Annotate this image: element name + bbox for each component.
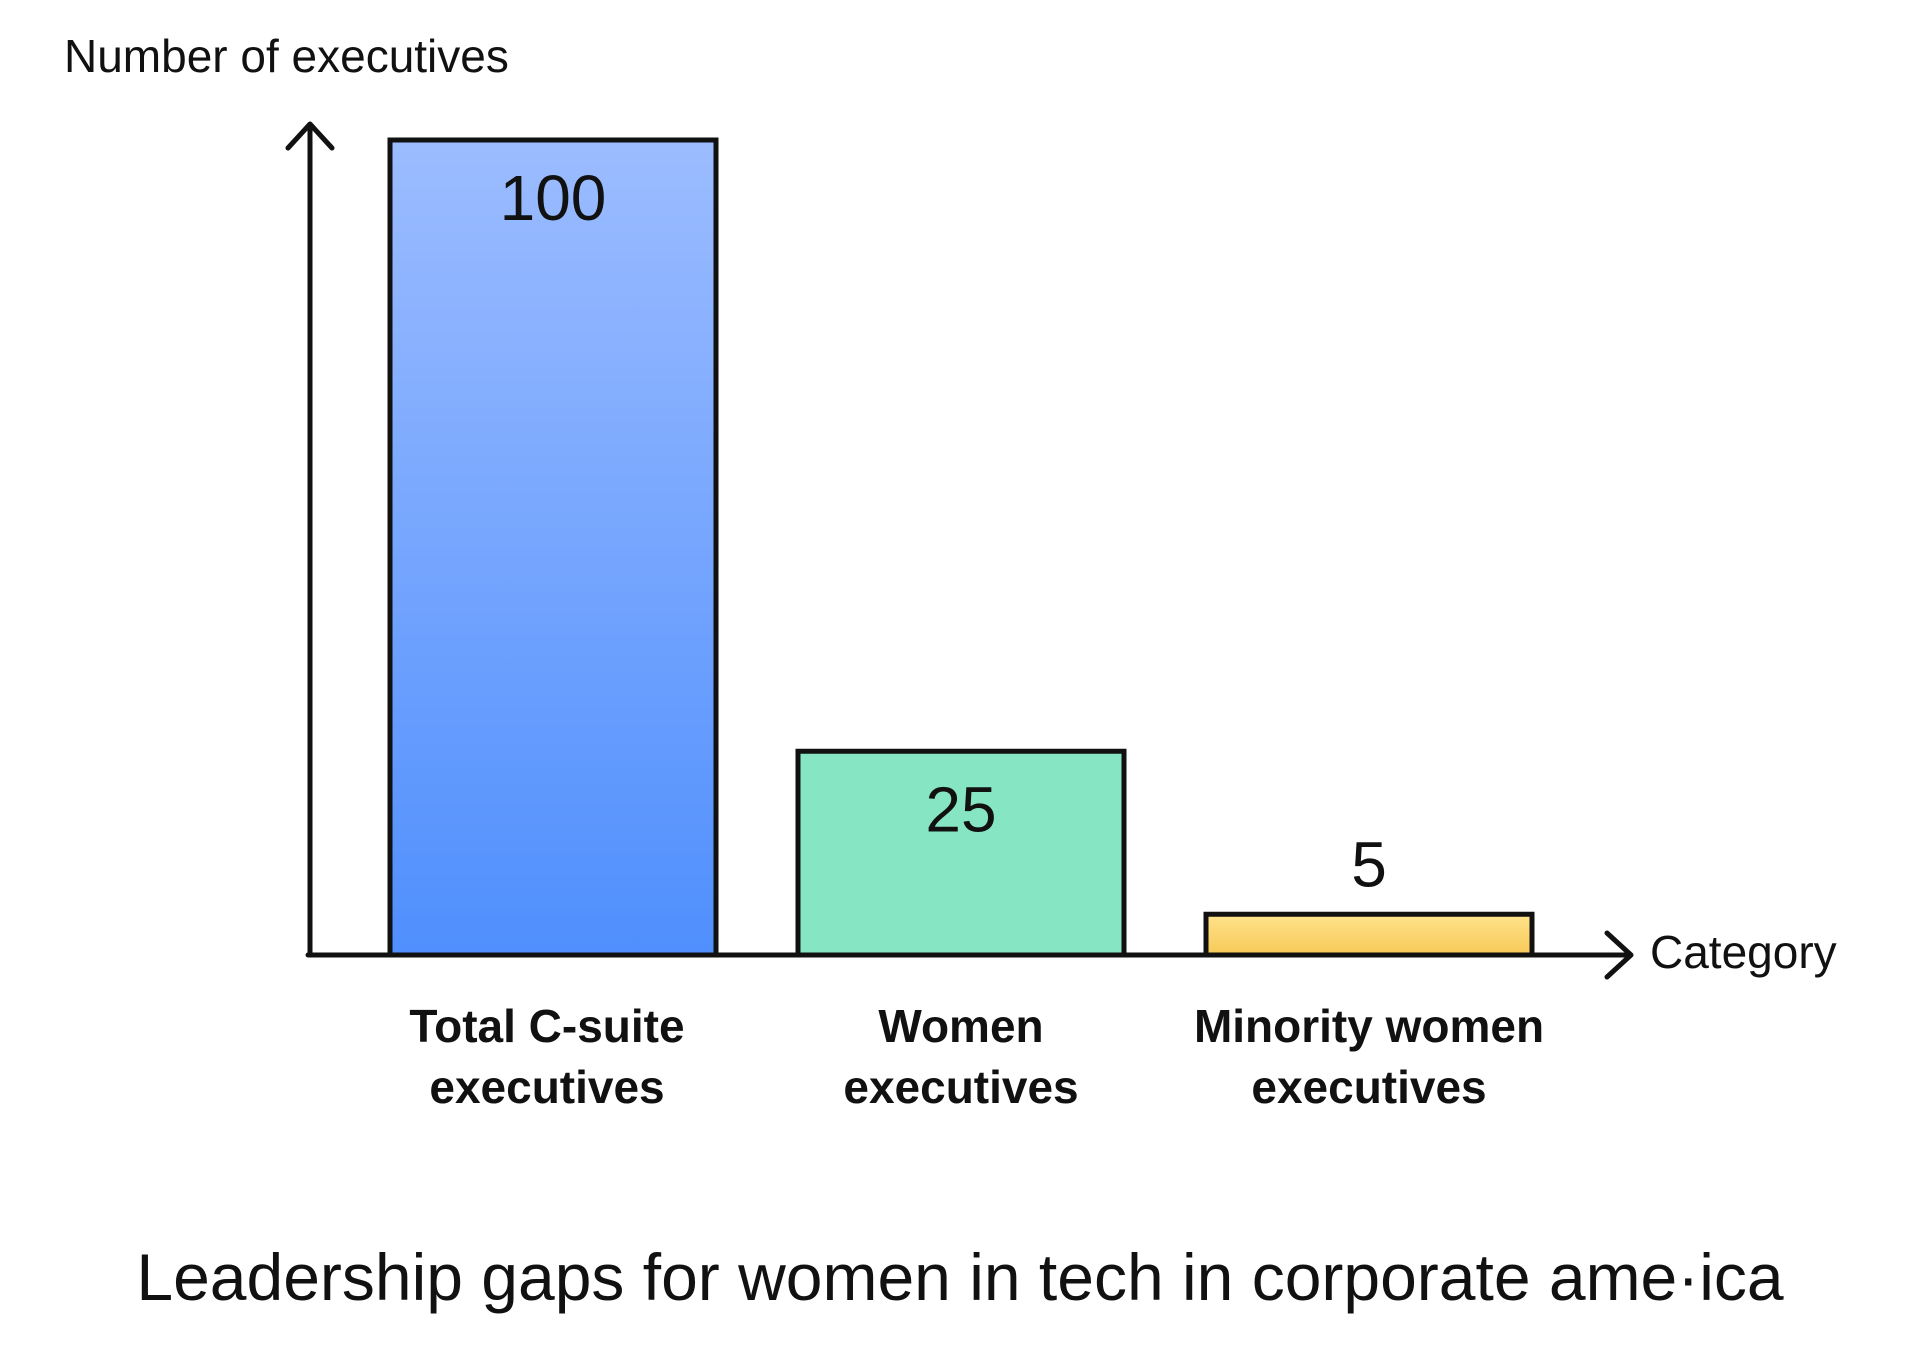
value-label-total-c-suite-executives: 100 xyxy=(500,162,607,234)
y-axis-arrow-icon xyxy=(285,121,335,151)
category-label-total-c-suite-executives: Total C-suite executives xyxy=(409,1000,684,1113)
x-axis xyxy=(305,930,1634,980)
category-labels-layer: Total C-suite executives Women executives Mi… xyxy=(409,1000,1544,1113)
value-label-women-executives: 25 xyxy=(925,773,996,845)
chart-title: Leadership gaps for women in tech in cor… xyxy=(136,1240,1784,1314)
value-labels-layer: 100 25 5 xyxy=(500,162,1387,900)
bar-total-c-suite-executives xyxy=(387,137,719,958)
category-label-minority-women-executives: Minority women executives xyxy=(1194,1000,1544,1113)
bar-women-executives xyxy=(795,748,1127,958)
x-axis-arrow-icon xyxy=(1604,930,1634,980)
y-axis xyxy=(285,121,335,958)
y-axis-label: Number of executives xyxy=(64,30,509,82)
x-axis-label: Category xyxy=(1650,926,1837,978)
bars-layer xyxy=(387,137,1535,958)
bar-minority-women-executives xyxy=(1203,911,1535,958)
category-label-women-executives: Women executives xyxy=(843,1000,1078,1113)
value-label-minority-women-executives: 5 xyxy=(1351,828,1387,900)
